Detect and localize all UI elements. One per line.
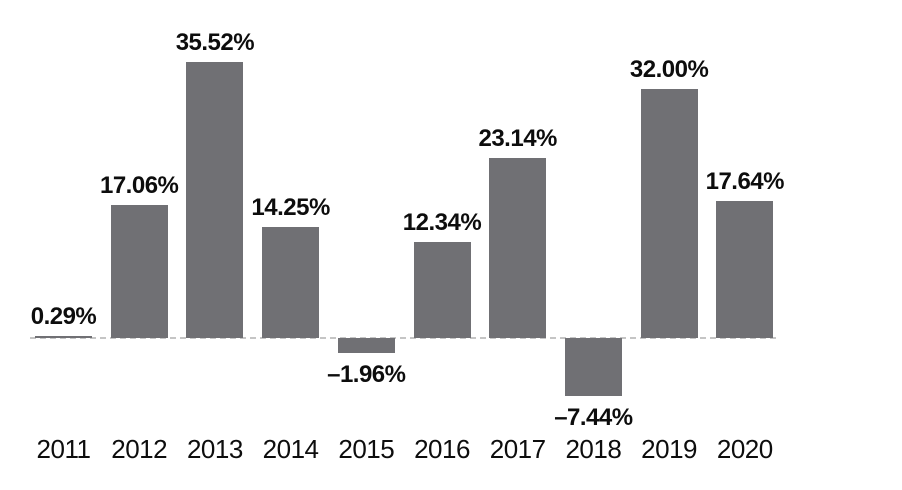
bar-2013: [186, 62, 244, 338]
bar-2014: [262, 227, 320, 338]
bar-2020: [716, 201, 774, 338]
x-axis-label-2014: 2014: [262, 434, 319, 464]
x-axis-label-2019: 2019: [641, 434, 698, 464]
bar-2017: [489, 158, 547, 338]
bar-value-label-2011: 0.29%: [30, 303, 97, 330]
bar-value-label-2017: 23.14%: [478, 125, 557, 152]
bar-2012: [110, 205, 168, 338]
bar-value-label-2016: 12.34%: [402, 209, 482, 236]
bar-value-label-2018: –7.44%: [554, 404, 633, 431]
x-axis-label-2015: 2015: [338, 434, 395, 464]
bar-value-label-2014: 14.25%: [251, 194, 330, 221]
bar-2011: [35, 336, 92, 338]
bar-2015: [337, 338, 395, 353]
bar-value-label-2015: –1.96%: [327, 361, 406, 388]
bar-value-label-2019: 32.00%: [629, 56, 709, 83]
x-axis-label-2016: 2016: [414, 434, 470, 464]
x-axis-label-2011: 2011: [36, 434, 91, 464]
bar-2016: [413, 242, 471, 338]
x-axis-label-2018: 2018: [565, 434, 622, 464]
zero-axis-line: [30, 337, 776, 339]
x-axis-label-2020: 2020: [716, 434, 773, 464]
bar-value-label-2012: 17.06%: [99, 172, 179, 199]
bar-value-label-2013: 35.52%: [175, 29, 255, 56]
bar-2019: [640, 89, 698, 338]
bar-2018: [564, 338, 622, 396]
x-axis-label-2013: 2013: [186, 434, 243, 464]
x-axis-label-2017: 2017: [489, 434, 546, 464]
bar-value-label-2020: 17.64%: [705, 168, 785, 195]
x-axis-label-2012: 2012: [111, 434, 168, 464]
